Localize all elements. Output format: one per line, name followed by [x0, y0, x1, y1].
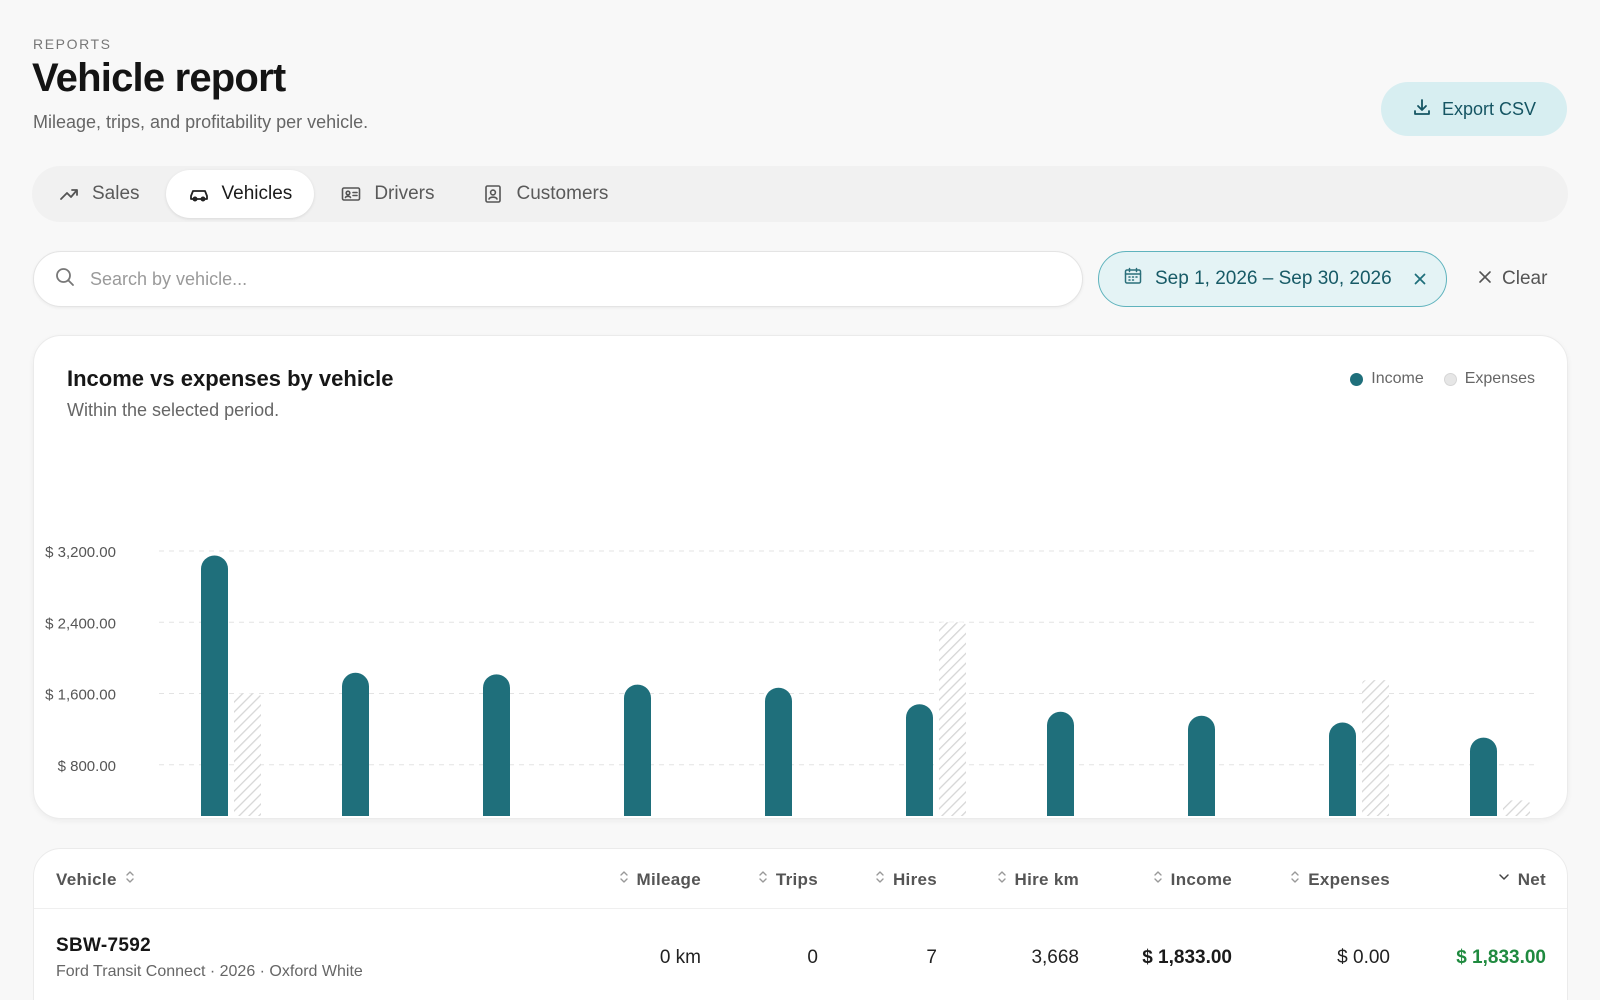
- sort-icon: [1153, 869, 1163, 890]
- table-header: Vehicle Mileage Trips Hires: [34, 849, 1567, 909]
- hire-km-cell: 3,668: [1031, 947, 1079, 968]
- search-icon: [54, 266, 76, 293]
- sort-icon: [125, 869, 135, 890]
- expenses-bar: [234, 693, 261, 816]
- legend-label: Expenses: [1464, 370, 1535, 387]
- income-bar: [1470, 737, 1497, 816]
- income-bar: [201, 555, 228, 816]
- sort-icon: [619, 869, 629, 890]
- report-tabs: Sales Vehicles Drivers Customers: [32, 166, 1568, 222]
- income-swatch: [1350, 372, 1364, 386]
- clear-filters-button[interactable]: Clear: [1478, 262, 1547, 296]
- income-bar: [624, 684, 651, 816]
- sort-icon: [875, 869, 885, 890]
- tab-drivers[interactable]: Drivers: [318, 170, 456, 218]
- car-icon: [188, 183, 210, 205]
- col-label: Net: [1517, 869, 1546, 889]
- col-label: Trips: [775, 869, 818, 889]
- clear-label: Clear: [1502, 268, 1548, 289]
- col-income[interactable]: Income: [1153, 869, 1232, 890]
- export-csv-button[interactable]: Export CSV: [1381, 82, 1567, 136]
- search-bar: [33, 251, 1083, 307]
- income-bar: [765, 687, 792, 816]
- chart-subtitle: Within the selected period.: [67, 400, 280, 420]
- id-card-icon: [340, 183, 362, 205]
- net-cell: $ 1,833.00: [1456, 947, 1546, 968]
- expenses-swatch: [1443, 372, 1457, 386]
- reports-eyebrow: REPORTS: [33, 36, 112, 52]
- expenses-bar: [1503, 800, 1530, 816]
- search-input[interactable]: [90, 268, 990, 290]
- export-csv-label: Export CSV: [1441, 98, 1537, 119]
- expenses-bar: [1362, 680, 1389, 816]
- income-bar: [1188, 715, 1215, 816]
- col-hire-km[interactable]: Hire km: [997, 869, 1079, 890]
- income-bar: [1329, 722, 1356, 816]
- income-bar: [342, 672, 369, 816]
- col-label: Hire km: [1014, 869, 1079, 889]
- vehicle-plate: SBW-7592: [56, 935, 151, 956]
- remove-date-filter-icon[interactable]: [1412, 271, 1428, 287]
- tab-label: Sales: [92, 183, 140, 204]
- legend-expenses[interactable]: Expenses: [1443, 370, 1535, 388]
- col-label: Mileage: [636, 869, 701, 889]
- expenses-bar: [939, 622, 966, 816]
- tab-label: Customers: [516, 183, 609, 204]
- chart-card: Income vs expenses by vehicle Within the…: [33, 335, 1568, 819]
- sort-desc-icon: [1498, 869, 1510, 890]
- tab-label: Drivers: [374, 183, 435, 204]
- col-mileage[interactable]: Mileage: [619, 869, 701, 890]
- col-expenses[interactable]: Expenses: [1290, 869, 1390, 890]
- sort-icon: [758, 869, 768, 890]
- chart-title: Income vs expenses by vehicle: [67, 366, 394, 391]
- sort-icon: [997, 869, 1007, 890]
- page-title: Vehicle report: [32, 56, 286, 100]
- col-label: Income: [1170, 869, 1232, 889]
- tab-vehicles[interactable]: Vehicles: [165, 170, 315, 218]
- income-bar: [1047, 711, 1074, 816]
- col-hires[interactable]: Hires: [875, 869, 937, 890]
- y-tick-label: $ 3,200.00: [45, 544, 116, 561]
- income-expenses-chart: $ 0.00$ 800.00$ 1,600.00$ 2,400.00$ 3,20…: [45, 544, 1539, 816]
- date-range-chip[interactable]: Sep 1, 2026 – Sep 30, 2026: [1098, 251, 1447, 307]
- tab-sales[interactable]: Sales: [36, 170, 162, 218]
- income-cell: $ 1,833.00: [1142, 947, 1232, 968]
- mileage-cell: 0 km: [659, 947, 701, 968]
- tab-label: Vehicles: [221, 183, 293, 204]
- expenses-cell: $ 0.00: [1337, 947, 1390, 968]
- income-bar: [483, 674, 510, 816]
- vehicle-meta: Ford Transit Connect · 2026 · Oxford Whi…: [56, 963, 363, 980]
- close-icon: [1478, 268, 1492, 290]
- col-vehicle[interactable]: Vehicle: [56, 869, 135, 890]
- table-row[interactable]: SBW-7592 Ford Transit Connect · 2026 · O…: [34, 909, 1567, 999]
- col-label: Vehicle: [56, 869, 117, 889]
- sort-icon: [1290, 869, 1300, 890]
- chart-legend: Income Expenses: [1350, 370, 1535, 388]
- legend-income[interactable]: Income: [1350, 370, 1424, 388]
- y-tick-label: $ 800.00: [58, 758, 116, 775]
- col-label: Expenses: [1308, 869, 1390, 889]
- y-tick-label: $ 2,400.00: [45, 615, 116, 632]
- hires-cell: 7: [926, 947, 937, 968]
- legend-label: Income: [1371, 370, 1424, 387]
- trips-cell: 0: [807, 947, 818, 968]
- vehicle-table: Vehicle Mileage Trips Hires: [33, 848, 1568, 1000]
- income-bar: [906, 704, 933, 816]
- page-subtitle: Mileage, trips, and profitability per ve…: [33, 112, 369, 132]
- tab-customers[interactable]: Customers: [460, 170, 630, 218]
- download-icon: [1412, 97, 1432, 122]
- col-net[interactable]: Net: [1498, 869, 1546, 890]
- y-tick-label: $ 1,600.00: [45, 687, 116, 704]
- contact-icon: [482, 183, 504, 205]
- date-range-label: Sep 1, 2026 – Sep 30, 2026: [1155, 268, 1392, 289]
- calendar-icon: [1123, 266, 1143, 292]
- col-trips[interactable]: Trips: [758, 869, 818, 890]
- col-label: Hires: [892, 869, 937, 889]
- trending-up-icon: [58, 183, 80, 205]
